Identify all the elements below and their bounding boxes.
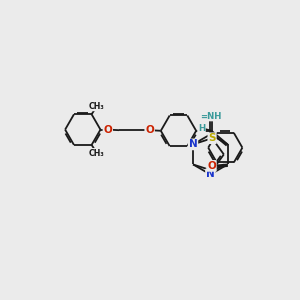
Text: S: S <box>208 133 216 143</box>
Text: O: O <box>207 161 216 171</box>
Text: CH₃: CH₃ <box>89 148 105 158</box>
Text: N: N <box>206 169 215 179</box>
Text: H: H <box>198 124 205 133</box>
Text: CH₃: CH₃ <box>89 102 105 111</box>
Text: O: O <box>103 124 112 135</box>
Text: =NH: =NH <box>200 112 221 121</box>
Text: O: O <box>145 125 154 135</box>
Text: N: N <box>189 140 197 149</box>
